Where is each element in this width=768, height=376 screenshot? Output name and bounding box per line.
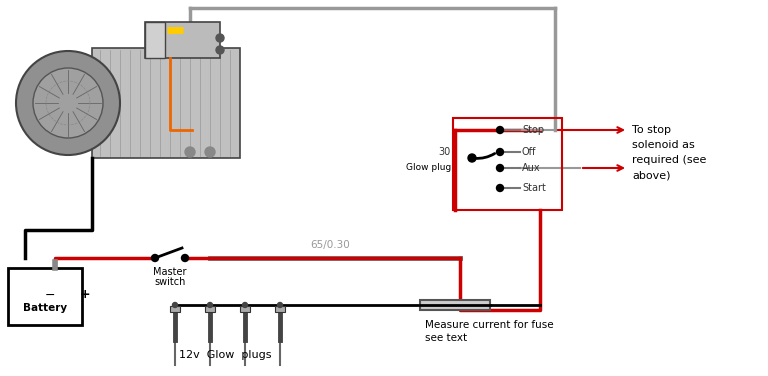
Circle shape — [216, 46, 224, 54]
Text: Measure current for fuse: Measure current for fuse — [425, 320, 554, 330]
Text: above): above) — [632, 170, 670, 180]
Circle shape — [151, 255, 158, 261]
Circle shape — [496, 165, 504, 171]
Circle shape — [185, 147, 195, 157]
Bar — [8, 268, 82, 325]
Text: To stop: To stop — [632, 125, 671, 135]
Circle shape — [496, 149, 504, 156]
Text: 30: 30 — [439, 147, 451, 157]
Text: Master: Master — [154, 267, 187, 277]
Text: required (see: required (see — [632, 155, 707, 165]
Text: Glow plug: Glow plug — [406, 164, 451, 173]
Circle shape — [216, 34, 224, 42]
Text: Stop: Stop — [522, 125, 544, 135]
Circle shape — [496, 126, 504, 133]
Text: solenoid as: solenoid as — [632, 140, 695, 150]
Bar — [240, 306, 250, 312]
Bar — [275, 306, 285, 312]
Circle shape — [205, 147, 215, 157]
Bar — [145, 22, 220, 58]
Circle shape — [496, 185, 504, 191]
Text: switch: switch — [154, 277, 186, 287]
Circle shape — [16, 51, 120, 155]
Circle shape — [277, 303, 283, 308]
Bar — [205, 306, 215, 312]
Circle shape — [173, 303, 177, 308]
Circle shape — [468, 154, 476, 162]
Bar — [92, 48, 240, 158]
Text: Off: Off — [522, 147, 536, 157]
Text: 65/0.30: 65/0.30 — [310, 240, 350, 250]
Bar — [170, 306, 180, 312]
Circle shape — [243, 303, 247, 308]
Bar — [453, 118, 562, 210]
Text: 12v  Glow  plugs: 12v Glow plugs — [179, 350, 271, 360]
Bar — [145, 22, 165, 58]
Text: −: − — [45, 288, 55, 302]
Circle shape — [181, 255, 188, 261]
Circle shape — [207, 303, 213, 308]
Text: Battery: Battery — [23, 303, 67, 313]
Text: Start: Start — [522, 183, 546, 193]
Bar — [420, 300, 490, 310]
Text: see text: see text — [425, 333, 467, 343]
Circle shape — [33, 68, 103, 138]
Text: +: + — [45, 288, 91, 302]
Text: Aux: Aux — [522, 163, 541, 173]
